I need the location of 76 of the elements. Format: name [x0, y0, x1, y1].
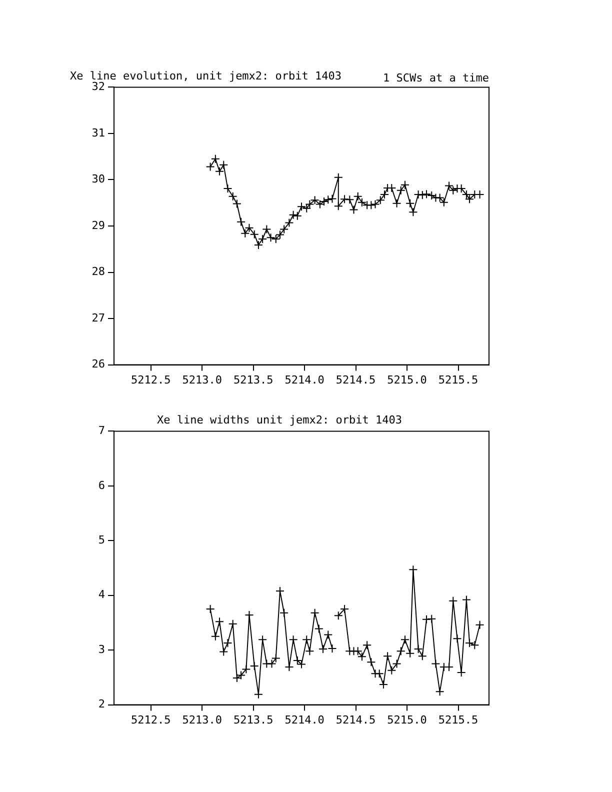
y-tick-label: 32	[92, 80, 105, 94]
point	[275, 586, 284, 596]
point	[366, 658, 376, 667]
x-tick-label: 5215.0	[387, 373, 427, 386]
point	[242, 664, 251, 674]
y-tick-label: 30	[92, 172, 105, 186]
x-tick-label: 5212.5	[131, 373, 171, 386]
point	[392, 659, 402, 668]
point	[302, 635, 312, 644]
point	[334, 611, 343, 620]
point	[475, 620, 484, 630]
point	[418, 652, 427, 661]
point	[215, 617, 224, 626]
point	[280, 608, 289, 618]
x-tick-label: 5212.5	[131, 713, 171, 726]
point	[435, 687, 444, 696]
point	[288, 635, 298, 644]
point	[271, 654, 280, 663]
point	[236, 670, 246, 680]
x-tick-label: 5215.0	[387, 713, 427, 726]
point	[400, 635, 410, 644]
y-tick-label: 5	[98, 534, 105, 546]
chart-title: Xe line evolution, unit jemx2: orbit 1403	[70, 69, 342, 82]
x-tick-label: 5214.5	[336, 373, 376, 386]
y-tick-label: 3	[98, 642, 105, 656]
point	[314, 624, 324, 634]
point	[267, 659, 276, 668]
y-tick-label: 6	[98, 478, 105, 492]
point	[387, 666, 396, 675]
point	[324, 630, 333, 640]
point	[427, 614, 436, 624]
point	[408, 565, 418, 574]
x-tick-label: 5215.5	[438, 713, 478, 726]
point	[431, 659, 440, 668]
point	[223, 638, 232, 648]
point	[383, 652, 392, 661]
x-tick-label: 5214.0	[284, 373, 324, 386]
y-tick-label: 7	[98, 424, 105, 438]
point	[396, 646, 406, 656]
point	[206, 604, 215, 614]
point	[374, 669, 384, 678]
point	[318, 644, 328, 654]
point	[292, 656, 302, 665]
point	[328, 644, 337, 653]
y-tick-label: 29	[92, 218, 105, 232]
y-tick-label: 28	[92, 265, 105, 278]
x-tick-label: 5214.0	[284, 713, 324, 726]
point	[452, 634, 462, 644]
point	[414, 644, 423, 654]
x-tick-label: 5215.5	[438, 373, 478, 386]
text: 1 SCWs at a time	[383, 72, 489, 85]
point	[378, 680, 388, 690]
point	[422, 614, 431, 624]
y-tick-label: 26	[92, 358, 105, 371]
point	[250, 661, 259, 670]
x-tick-label: 5213.0	[182, 713, 222, 726]
chart-title: Xe line widths unit jemx2: orbit 1403	[156, 413, 402, 426]
x-tick-label: 5213.0	[182, 373, 222, 386]
point	[305, 646, 314, 656]
point	[340, 604, 350, 614]
point	[219, 647, 228, 656]
x-tick-label: 5213.5	[233, 373, 274, 386]
x-tick-label: 5213.5	[233, 713, 274, 726]
point	[228, 619, 238, 628]
point	[244, 610, 254, 620]
x-tick-label: 5214.5	[336, 713, 376, 726]
y-tick-label: 4	[98, 588, 106, 602]
point	[310, 608, 320, 618]
point	[406, 648, 415, 658]
point	[210, 632, 220, 641]
y-tick-label: 27	[92, 311, 105, 324]
point	[462, 595, 471, 604]
point	[232, 673, 242, 682]
y-tick-label: 2	[98, 698, 105, 711]
y-tick-label: 31	[92, 126, 105, 140]
point	[362, 640, 372, 650]
